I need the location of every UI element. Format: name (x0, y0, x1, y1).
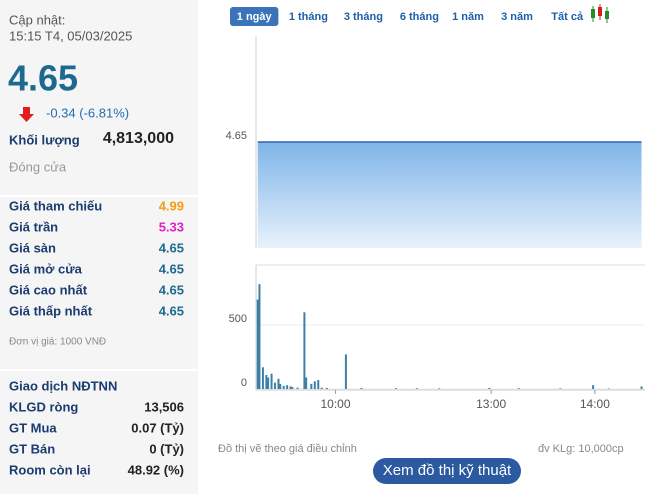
row-value: 48.92 (%) (128, 462, 184, 477)
row-label: Room còn lại (9, 462, 91, 477)
tech-button-label[interactable]: Xem đồ thị kỹ thuật (383, 462, 512, 479)
price: 4.65 (8, 58, 78, 99)
row-value: 5.33 (159, 219, 184, 234)
volume-bar (320, 387, 323, 389)
updated-label: Cập nhật: (9, 12, 65, 27)
footer-note: Đồ thị vẽ theo giá điều chỉnh (218, 443, 357, 455)
row-value: 13,506 (144, 399, 184, 414)
row-value: 4.99 (159, 198, 184, 213)
volume-bar (305, 377, 308, 389)
volume-bar (286, 385, 289, 389)
volume-bar (270, 373, 273, 389)
volume-label: Khối lượng (9, 132, 80, 147)
tab[interactable]: 1 ngày (237, 11, 273, 23)
volume-bar (265, 374, 268, 389)
x-tick-label: 10:00 (321, 397, 351, 411)
x-tick-label: 13:00 (476, 397, 506, 411)
candle-icon[interactable] (591, 4, 609, 23)
left-panel (0, 0, 198, 494)
volume-bar (256, 299, 259, 389)
row-value: 0 (Tỷ) (149, 441, 184, 456)
volume-bar (289, 386, 292, 389)
volume-bar (344, 354, 347, 389)
row-value: 4.65 (159, 282, 184, 297)
row-value: 0.07 (Tỷ) (131, 420, 184, 435)
volume-bar (517, 388, 520, 389)
row-label: Giá trần (9, 219, 58, 234)
tab[interactable]: 3 tháng (344, 11, 383, 23)
y-tick-label: 4.65 (226, 130, 247, 142)
tab[interactable]: Tất cả (551, 11, 584, 23)
volume-bar (415, 388, 418, 389)
volume-bar (488, 387, 491, 389)
updated-time: 15:15 T4, 05/03/2025 (9, 28, 132, 43)
x-tick-label: 14:00 (580, 397, 610, 411)
volume-bar (296, 387, 299, 389)
row-label: Giá cao nhất (9, 282, 88, 297)
volume-bar (607, 388, 610, 389)
tab-active-bg[interactable] (230, 7, 279, 26)
tab[interactable]: 1 năm (452, 11, 484, 23)
volume-bar (274, 382, 277, 389)
row-label: Giá mở cửa (9, 261, 83, 276)
volume-bar (325, 387, 328, 389)
y-tick-label: 500 (229, 313, 247, 325)
tab[interactable]: 3 năm (501, 11, 533, 23)
volume-bar (640, 386, 643, 389)
volume-bar (438, 388, 441, 389)
volume-bar (317, 380, 320, 389)
volume-bar (261, 367, 264, 389)
tech-button[interactable] (373, 458, 521, 484)
volume-bar (310, 383, 313, 389)
volume-bar (282, 385, 285, 389)
foreign-title: Giao dịch NĐTNN (9, 378, 117, 393)
tab[interactable]: 6 tháng (400, 11, 439, 23)
footer-unit: đv KLg: 10,000cp (538, 443, 624, 455)
tab[interactable]: 1 tháng (289, 11, 328, 23)
volume-value: 4,813,000 (103, 130, 174, 147)
change: -0.34 (-6.81%) (46, 105, 129, 120)
unit-note: Đơn vị giá: 1000 VNĐ (9, 337, 106, 348)
volume-bar (279, 383, 282, 389)
row-label: Giá sàn (9, 240, 56, 255)
volume-bar (258, 284, 261, 389)
row-label: GT Bán (9, 441, 55, 456)
volume-bar (592, 385, 595, 389)
row-value: 4.65 (159, 240, 184, 255)
volume-bar (277, 378, 280, 389)
volume-bar (303, 312, 306, 389)
price-area (257, 142, 642, 248)
volume-bar (267, 377, 270, 389)
row-label: GT Mua (9, 420, 57, 435)
y-tick-label: 0 (241, 377, 247, 389)
down-arrow (19, 107, 34, 122)
volume-bar (395, 388, 398, 389)
volume-bar (360, 387, 363, 389)
row-label: Giá tham chiếu (9, 198, 102, 213)
row-label: KLGD ròng (9, 399, 78, 414)
row-value: 4.65 (159, 261, 184, 276)
volume-bar (313, 381, 316, 389)
volume-bar (559, 388, 562, 389)
volume-bar (291, 387, 294, 389)
row-value: 4.65 (159, 303, 184, 318)
row-label: Giá thấp nhất (9, 303, 93, 318)
status: Đóng cửa (9, 159, 67, 174)
